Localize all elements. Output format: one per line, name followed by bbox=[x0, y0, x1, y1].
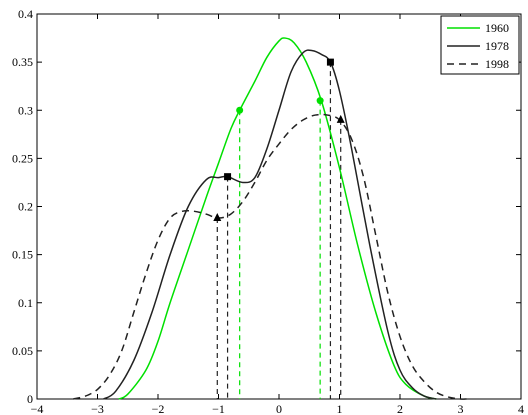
series-markers bbox=[213, 58, 345, 222]
drop-lines bbox=[216, 62, 342, 399]
legend-label-1998: 1998 bbox=[485, 57, 509, 71]
series-line-1998 bbox=[73, 113, 467, 400]
y-tick-label: 0.2 bbox=[18, 200, 33, 214]
x-tick-label: −4 bbox=[31, 402, 44, 415]
x-tick-label: 4 bbox=[518, 402, 524, 415]
x-tick-label: 1 bbox=[337, 402, 343, 415]
marker-1998 bbox=[213, 213, 222, 222]
series-line-1960 bbox=[118, 37, 437, 400]
series-lines bbox=[73, 37, 467, 400]
x-tick-label: 0 bbox=[276, 402, 282, 415]
y-tick-label: 0.35 bbox=[12, 55, 33, 69]
y-tick-label: 0.1 bbox=[18, 296, 33, 310]
y-tick-label: 0 bbox=[27, 392, 33, 406]
marker-1960 bbox=[236, 106, 244, 114]
marker-1978 bbox=[224, 173, 232, 181]
series-line-1978 bbox=[103, 49, 437, 400]
x-tick-label: −2 bbox=[152, 402, 165, 415]
x-tick-label: −3 bbox=[91, 402, 104, 415]
y-tick-label: 0.15 bbox=[12, 248, 33, 262]
y-tick-label: 0.4 bbox=[18, 7, 33, 21]
x-tick-label: 3 bbox=[458, 402, 464, 415]
x-tick-label: −1 bbox=[212, 402, 225, 415]
legend: 1960 1978 1998 bbox=[440, 15, 520, 75]
axis-ticks: −4 −3 −2 −1 0 1 2 3 4 0 0.05 0.1 0.15 0.2 0.25 0.3 0.35 0… bbox=[12, 7, 524, 415]
marker-1978 bbox=[326, 58, 334, 66]
y-tick-label: 0.3 bbox=[18, 103, 33, 117]
marker-1998 bbox=[336, 114, 345, 123]
marker-1960 bbox=[316, 97, 324, 105]
y-tick-label: 0.05 bbox=[12, 344, 33, 358]
plot-area bbox=[36, 13, 522, 400]
y-tick-label: 0.25 bbox=[12, 151, 33, 165]
legend-label-1978: 1978 bbox=[485, 39, 509, 53]
x-tick-label: 2 bbox=[397, 402, 403, 415]
legend-label-1960: 1960 bbox=[485, 21, 509, 35]
